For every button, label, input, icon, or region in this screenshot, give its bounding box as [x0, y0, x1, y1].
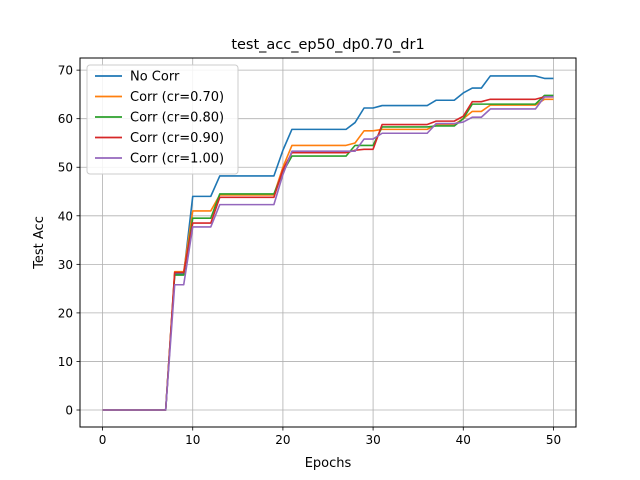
legend-label: No Corr — [130, 70, 180, 85]
x-tick-label: 10 — [185, 433, 200, 447]
legend-label: Corr (cr=0.70) — [130, 90, 224, 105]
plot-frame — [79, 57, 577, 428]
y-tick-label: 20 — [58, 306, 73, 320]
series-line-4 — [102, 96, 554, 411]
chart-title: test_acc_ep50_dp0.70_dr1 — [231, 37, 424, 53]
y-tick-label: 10 — [58, 355, 73, 369]
legend-label: Corr (cr=1.00) — [130, 152, 224, 167]
series-line-1 — [102, 75, 554, 411]
y-tick-label: 0 — [65, 404, 73, 418]
x-tick-label: 50 — [546, 433, 561, 447]
y-axis-label: Test Acc — [32, 216, 47, 270]
legend-label: Corr (cr=0.80) — [130, 111, 224, 126]
x-tick-label: 40 — [456, 433, 471, 447]
y-tick-label: 40 — [58, 209, 73, 223]
series-line-5 — [102, 96, 554, 411]
y-tick-label: 60 — [58, 112, 73, 126]
series-lines — [102, 75, 554, 411]
y-tick-label: 70 — [58, 64, 73, 78]
legend-box — [86, 64, 239, 175]
x-tick-label: 0 — [99, 433, 107, 447]
axis-ticks: 0 10 20 30 40 50 0 10 20 30 40 50 60 70 — [58, 64, 561, 447]
series-line-3 — [102, 94, 554, 411]
x-tick-label: 30 — [365, 433, 380, 447]
y-tick-label: 30 — [58, 258, 73, 272]
grid — [80, 58, 576, 427]
series-line-2 — [102, 98, 554, 411]
x-tick-label: 20 — [275, 433, 290, 447]
y-tick-label: 50 — [58, 161, 73, 175]
legend-label: Corr (cr=0.90) — [130, 131, 224, 146]
legend: No Corr Corr (cr=0.70) Corr (cr=0.80) Corr … — [86, 64, 239, 175]
x-axis-label: Epochs — [305, 456, 352, 471]
